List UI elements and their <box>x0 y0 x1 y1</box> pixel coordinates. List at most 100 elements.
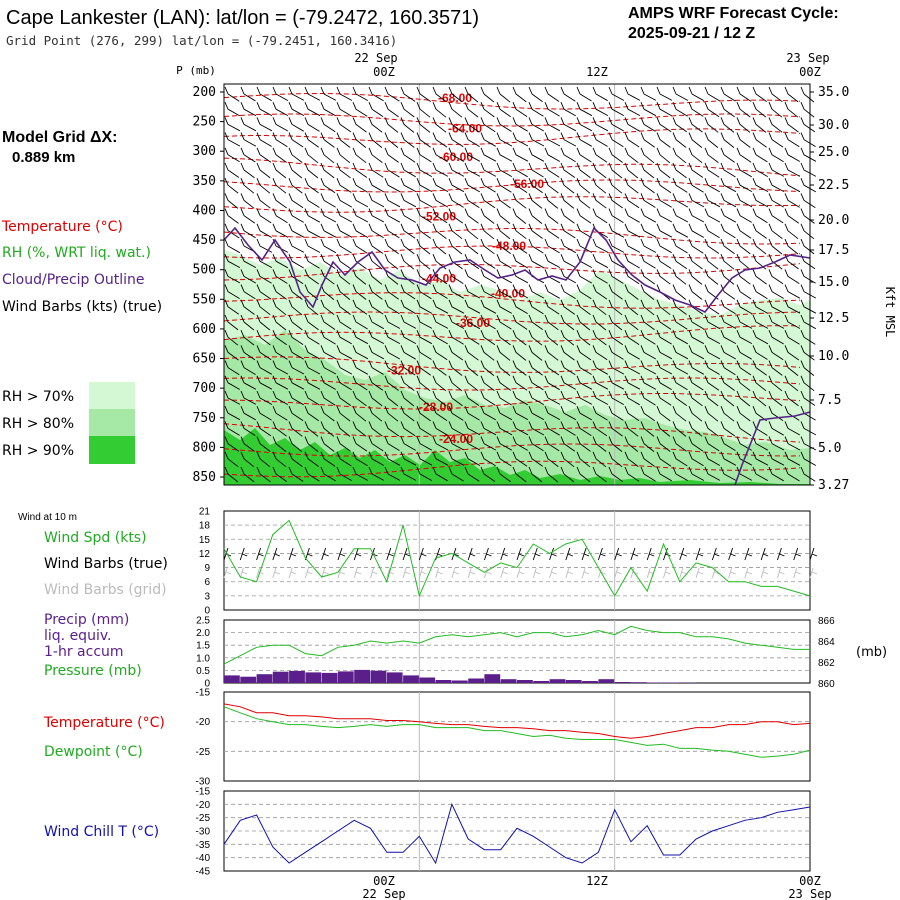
wind-barb <box>320 421 335 437</box>
pressure-unit-label: (mb) <box>856 645 887 660</box>
wind-barb <box>704 193 721 208</box>
wind-barb <box>736 208 752 223</box>
isotherms: -68.00-64.00-60.00-56.00-52.00-48.00-44.… <box>223 91 801 478</box>
wind-barb <box>592 299 607 316</box>
windchill-panel: -15 -20 -25 -30 -35 -40 -45 <box>196 787 811 878</box>
wind-barb <box>256 208 272 224</box>
wind-barb <box>288 223 305 238</box>
wind-barb <box>720 390 735 407</box>
wind-barb <box>704 102 720 118</box>
wind-barb <box>224 238 241 254</box>
legend-wind-speed: Wind Spd (kts) <box>44 530 147 546</box>
wind-barb-grid <box>744 567 753 579</box>
wind-barbs-field <box>224 86 817 483</box>
wind-barb-true <box>467 547 476 561</box>
wind-barb <box>704 421 719 437</box>
wind-barb <box>704 269 719 285</box>
wind-barb <box>528 132 545 147</box>
wind-barb <box>768 102 783 118</box>
wind-barb <box>272 314 287 331</box>
wind-barb <box>320 147 335 164</box>
panel-y-tick-label: 2.5 <box>196 616 210 627</box>
precip-bar <box>272 671 289 683</box>
precip-bar <box>549 679 566 683</box>
pressure-line <box>223 625 810 665</box>
temp-dewpoint-panel: -15 -20 -25 -30 <box>196 688 811 788</box>
wind-barb-grid <box>679 567 687 579</box>
wind-barb <box>608 330 624 346</box>
wind-barb <box>592 117 609 132</box>
wind-barb <box>288 284 303 300</box>
wind-barb <box>496 421 513 436</box>
wind-barb <box>704 86 720 102</box>
wind-barb <box>752 193 769 208</box>
wind-barb <box>544 390 561 405</box>
wind-barb <box>784 360 799 376</box>
wind-barb <box>704 238 720 254</box>
wind-barb <box>368 390 383 407</box>
wind-barb <box>336 269 351 285</box>
wind-barb <box>768 345 784 361</box>
wind-barb <box>400 132 415 148</box>
wind-barb <box>688 223 705 238</box>
wind-barb <box>288 162 303 179</box>
wind-barb <box>224 178 239 194</box>
wind-barb <box>240 223 256 239</box>
wind-barb <box>496 132 513 147</box>
wind-barb <box>256 86 272 102</box>
wind-barb <box>400 421 416 437</box>
panel-y-tick-label: -30 <box>196 827 211 838</box>
wind-barb <box>560 345 575 361</box>
wind-barb <box>672 193 689 208</box>
wind-barb <box>560 117 577 132</box>
wind-barb <box>288 466 304 482</box>
wind-barb <box>704 178 721 193</box>
wind-barb <box>480 147 497 162</box>
legend-pressure: Pressure (mb) <box>44 663 142 679</box>
wind-barb-true <box>630 547 639 561</box>
wind-barb <box>656 375 672 390</box>
wind-barb <box>704 360 720 375</box>
wind-barb <box>304 193 320 208</box>
wind-barb <box>432 208 448 224</box>
wind-barb <box>336 238 352 254</box>
wind-barb <box>704 406 719 422</box>
wind-barb <box>560 269 577 284</box>
wind-barb <box>368 147 383 163</box>
wind-barb <box>576 178 591 194</box>
wind-barb <box>736 269 751 285</box>
wind-barb <box>288 147 303 163</box>
wind-barb <box>240 299 255 315</box>
wind-barb <box>544 436 560 452</box>
wind-barb <box>544 269 561 284</box>
wind-barb <box>624 360 641 375</box>
height-tick-label: 35.0 <box>818 85 849 100</box>
wind-barb-true <box>809 547 818 561</box>
precip-bar <box>370 670 387 683</box>
wind-barb <box>320 223 337 238</box>
wind-barb <box>640 421 655 437</box>
wind-barb <box>576 132 593 147</box>
wind-barb <box>224 147 240 163</box>
wind-barb <box>768 284 784 299</box>
wind-barb <box>272 436 287 452</box>
wind-barb <box>544 360 560 376</box>
wind-barb <box>272 345 288 360</box>
wind-barb <box>608 178 623 194</box>
wind-barb <box>736 102 751 118</box>
wind-barb-grid <box>760 567 769 579</box>
wind-barb-grid <box>809 567 818 579</box>
wind-barb <box>672 436 687 452</box>
wind-barb <box>608 436 623 452</box>
wind-barb <box>256 421 272 437</box>
wind-barb <box>576 390 593 405</box>
wind-barb <box>304 117 320 132</box>
wind-barb <box>592 314 607 331</box>
wind-barb <box>384 254 399 270</box>
wind-barb <box>736 330 753 344</box>
wind-barb <box>736 375 751 392</box>
wind-barb <box>400 208 416 223</box>
wind-barb-true <box>549 547 557 561</box>
wind-barb <box>752 162 769 177</box>
wind-barb <box>496 284 513 299</box>
